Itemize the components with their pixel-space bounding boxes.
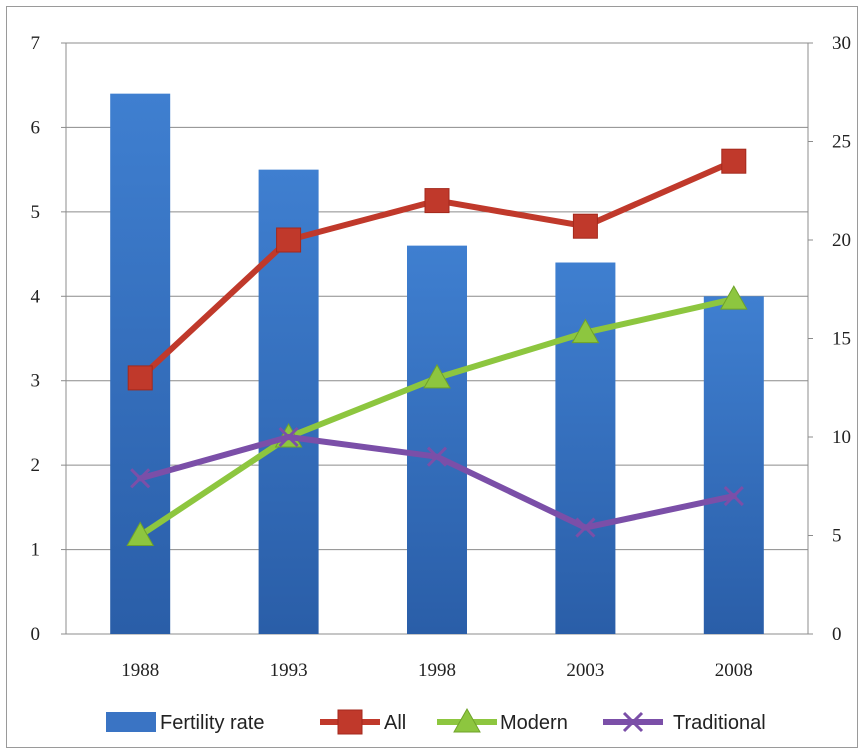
bar-fertility-rate	[110, 93, 171, 634]
x-tick-label: 1998	[418, 660, 456, 681]
legend-label-traditional: Traditional	[673, 712, 766, 734]
right-tick-label: 30	[832, 33, 851, 54]
legend-item-traditional: Traditional	[603, 711, 766, 734]
x-tick-label: 1988	[121, 660, 159, 681]
legend-marker-modern	[453, 707, 481, 733]
legend-label-all: All	[384, 712, 406, 734]
right-tick-label: 0	[832, 624, 842, 645]
right-tick-label: 10	[832, 427, 851, 448]
line-series-group	[126, 148, 748, 546]
left-tick-label: 4	[31, 286, 41, 307]
x-tick-label: 2003	[566, 660, 604, 681]
marker-modern	[423, 363, 451, 389]
marker-all	[127, 365, 153, 391]
x-tick-label: 1993	[270, 660, 308, 681]
marker-traditional	[575, 517, 596, 538]
right-tick-label: 15	[832, 329, 851, 350]
left-tick-label: 6	[31, 117, 41, 138]
axes: 0 1 2 3 4 5 6 7 0 5 10 15 20 25 30 1988 1993 1998 2003 2008	[31, 33, 852, 681]
left-tick-label: 3	[31, 371, 41, 392]
marker-all	[572, 213, 598, 239]
marker-traditional	[723, 486, 744, 507]
left-tick-label: 0	[31, 624, 41, 645]
marker-modern	[719, 285, 748, 310]
bar-fertility-rate	[555, 262, 616, 634]
marker-modern	[571, 318, 600, 344]
right-tick-label: 25	[832, 132, 851, 153]
bar-fertility-rate	[407, 245, 467, 634]
marker-traditional	[130, 468, 151, 489]
legend-item-modern: Modern	[437, 707, 568, 734]
marker-all	[721, 148, 747, 174]
bar-series-fertility-rate	[110, 93, 764, 634]
x-tick-label: 2008	[715, 660, 753, 681]
marker-modern	[126, 521, 155, 546]
right-tick-label: 5	[832, 526, 842, 547]
left-tick-label: 5	[31, 202, 41, 223]
legend-item-all: All	[320, 709, 406, 735]
legend: Fertility rate All Modern Traditional	[106, 707, 766, 735]
legend-marker-all	[337, 709, 363, 735]
legend-item-fertility-rate: Fertility rate	[106, 712, 264, 734]
legend-marker-traditional	[622, 711, 644, 733]
line-series-traditional	[130, 426, 744, 538]
left-tick-label: 2	[31, 455, 41, 476]
left-tick-label: 7	[31, 33, 41, 54]
legend-swatch-fertility-rate	[106, 712, 156, 732]
right-tick-label: 20	[832, 230, 851, 251]
marker-all	[276, 227, 302, 253]
bar-fertility-rate	[703, 296, 764, 634]
marker-traditional	[426, 446, 448, 467]
marker-traditional	[278, 426, 299, 448]
left-tick-label: 1	[31, 540, 41, 561]
legend-label-modern: Modern	[500, 712, 568, 734]
legend-label-fertility-rate: Fertility rate	[160, 712, 264, 734]
line-series-all	[127, 148, 747, 391]
marker-all	[424, 188, 450, 214]
